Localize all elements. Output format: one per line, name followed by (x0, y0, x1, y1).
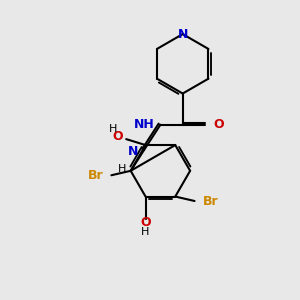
Text: Br: Br (203, 194, 218, 208)
Text: O: O (140, 216, 151, 229)
Text: NH: NH (134, 118, 155, 131)
Text: Br: Br (87, 169, 103, 182)
Text: O: O (112, 130, 123, 142)
Text: H: H (141, 227, 150, 237)
Text: N: N (178, 28, 188, 40)
Text: H: H (109, 124, 117, 134)
Text: N: N (128, 145, 139, 158)
Text: H: H (118, 164, 126, 174)
Text: O: O (213, 118, 224, 131)
